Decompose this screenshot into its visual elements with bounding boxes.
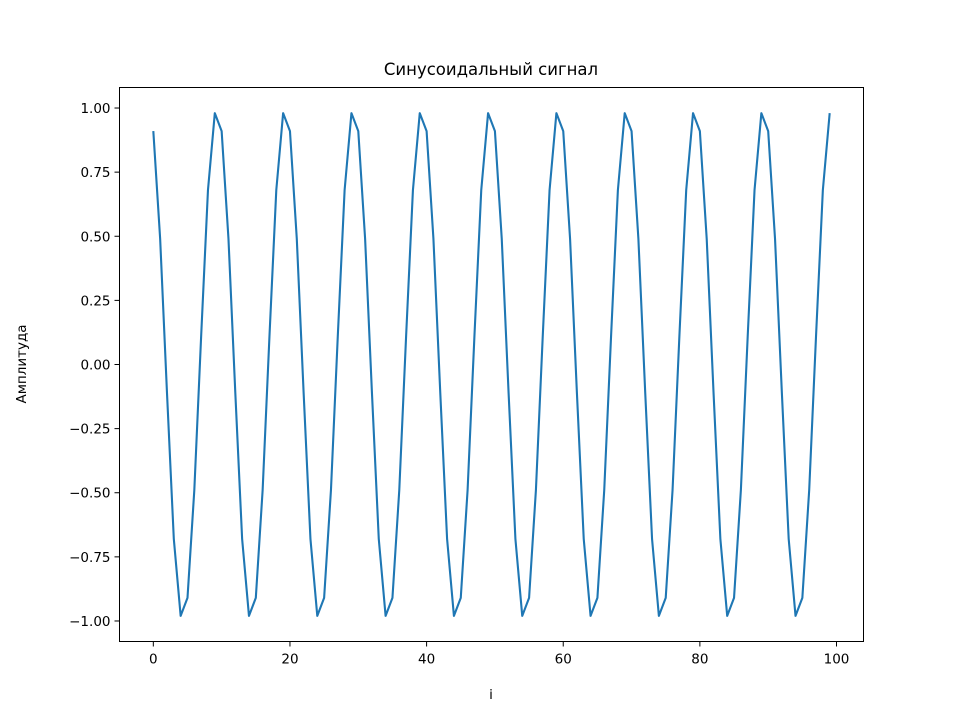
x-tick-label: 100 (824, 652, 850, 668)
x-tick-label: 40 (418, 652, 435, 668)
y-tick-label: −0.75 (69, 550, 110, 566)
series-line-0 (152, 112, 831, 617)
y-axis-label: Амплитуда (14, 324, 30, 403)
x-tick-label: 60 (555, 652, 572, 668)
y-tick-label: −0.25 (69, 422, 110, 438)
y-tick-label: −0.50 (69, 486, 110, 502)
x-axis-label: i (489, 687, 493, 703)
y-tick-label: 0.75 (80, 165, 110, 181)
ticks: 0 20 40 60 80 100 −1.00 −0.75 −0.50 −0.25 0.00 0.25… (69, 101, 849, 667)
x-tick-label: 80 (691, 652, 708, 668)
axes-frame (119, 87, 864, 642)
x-tick-label: 20 (281, 652, 298, 668)
y-tick-label: 0.50 (80, 229, 110, 245)
chart-title: Синусоидальный сигнал (384, 60, 598, 79)
x-tick-label: 0 (149, 652, 158, 668)
series (152, 112, 831, 617)
y-tick-label: 1.00 (80, 101, 110, 117)
y-tick-label: −1.00 (69, 614, 110, 630)
y-tick-label: 0.00 (80, 358, 110, 374)
y-tick-label: 0.25 (80, 293, 110, 309)
